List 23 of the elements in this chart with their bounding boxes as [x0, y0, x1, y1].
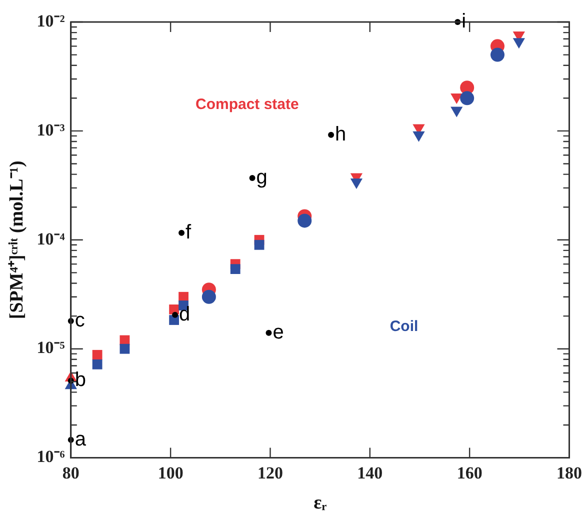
y-tick-label: 10⁻³: [36, 120, 65, 140]
annotation: g: [256, 166, 268, 189]
annotation: Coil: [390, 318, 418, 336]
y-tick-label: 10⁻⁶: [36, 447, 65, 466]
y-tick-label: 10⁻⁴: [36, 229, 65, 248]
x-tick-label: 120: [257, 463, 283, 482]
annotation: i: [462, 10, 466, 33]
x-tick-label: 100: [158, 463, 184, 482]
annotation: f: [186, 221, 192, 244]
x-axis-title: εᵣ: [314, 492, 327, 514]
annotation: e: [272, 321, 284, 344]
y-tick-label: 10⁻²: [36, 11, 65, 30]
annotation: a: [74, 428, 87, 450]
annotation: Compact state: [195, 96, 299, 113]
annotation: c: [74, 310, 85, 332]
x-tick-label: 180: [556, 463, 582, 482]
y-axis-title: [SPM⁴⁺]ᶜʳⁱᵗ (mol.L⁻¹): [6, 160, 28, 320]
y-tick-label: 10⁻⁵: [36, 338, 65, 358]
annotation: b: [74, 369, 86, 392]
x-tick-label: 160: [456, 463, 482, 482]
x-tick-label: 80: [62, 463, 80, 482]
annotation: h: [335, 123, 346, 146]
x-tick-label: 140: [357, 463, 383, 482]
